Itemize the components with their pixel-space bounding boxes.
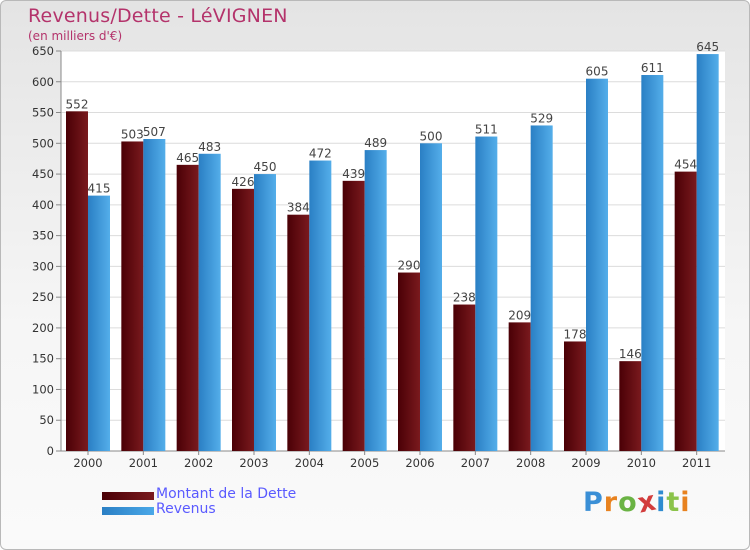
data-label-revenus: 645 xyxy=(696,40,719,54)
y-tick-label: 50 xyxy=(39,413,54,427)
bar-revenus xyxy=(364,150,387,452)
data-label-dette: 503 xyxy=(121,127,144,141)
y-tick-label: 650 xyxy=(32,44,54,58)
bar-revenus xyxy=(641,75,664,451)
x-tick-label: 2002 xyxy=(184,456,213,470)
bar-revenus xyxy=(309,160,332,452)
chart-title: Revenus/Dette - LéVIGNEN xyxy=(28,5,288,27)
y-tick-label: 300 xyxy=(32,259,54,273)
data-label-dette: 384 xyxy=(287,201,310,215)
bar-dette xyxy=(619,361,642,451)
logo-letter: r xyxy=(603,487,619,518)
logo-letter: t xyxy=(666,487,681,518)
bar-dette xyxy=(66,111,88,452)
data-label-revenus: 507 xyxy=(143,125,166,139)
data-label-dette: 146 xyxy=(619,347,642,361)
data-label-dette: 178 xyxy=(564,327,587,341)
y-tick-label: 200 xyxy=(32,321,54,335)
y-tick-label: 550 xyxy=(32,106,54,120)
bar-dette xyxy=(564,341,586,451)
y-tick-label: 150 xyxy=(32,352,54,366)
y-tick-label: 400 xyxy=(32,198,54,212)
bar-revenus xyxy=(143,139,166,451)
x-tick-label: 2011 xyxy=(682,456,711,470)
bar-revenus xyxy=(420,143,442,452)
bar-revenus xyxy=(475,136,498,452)
y-tick-label: 100 xyxy=(32,382,54,396)
bar-dette xyxy=(674,171,697,451)
bar-dette xyxy=(508,322,531,451)
data-label-dette: 426 xyxy=(232,175,255,189)
x-tick-label: 2005 xyxy=(350,456,379,470)
data-label-revenus: 611 xyxy=(641,61,664,75)
bar-revenus xyxy=(254,174,276,452)
y-tick-label: 500 xyxy=(32,136,54,150)
y-tick-label: 350 xyxy=(32,229,54,243)
bar-dette xyxy=(232,188,254,451)
bar-dette xyxy=(398,272,420,451)
data-label-dette: 465 xyxy=(176,151,199,165)
data-label-dette: 209 xyxy=(508,308,531,322)
data-label-revenus: 529 xyxy=(530,111,553,125)
x-tick-label: 2009 xyxy=(571,456,600,470)
x-tick-label: 2001 xyxy=(129,456,158,470)
x-tick-label: 2010 xyxy=(627,456,656,470)
bar-dette xyxy=(287,214,310,451)
legend-label-revenus: Revenus xyxy=(156,501,216,517)
data-label-dette: 238 xyxy=(453,291,476,305)
legend-swatch-dette xyxy=(102,492,154,500)
logo-letter: i xyxy=(656,487,667,518)
data-label-dette: 439 xyxy=(342,167,365,181)
proxiti-logo: Proxiti xyxy=(583,485,691,519)
data-label-revenus: 511 xyxy=(475,123,498,137)
bar-dette xyxy=(453,304,476,451)
data-label-revenus: 483 xyxy=(198,140,221,154)
bar-revenus xyxy=(696,54,719,451)
logo-letter: P xyxy=(583,487,604,518)
y-tick-label: 450 xyxy=(32,167,54,181)
data-label-dette: 552 xyxy=(66,97,89,111)
bar-revenus xyxy=(530,125,553,451)
x-tick-label: 2000 xyxy=(73,456,102,470)
x-tick-label: 2006 xyxy=(405,456,434,470)
bar-revenus xyxy=(88,195,110,451)
bar-dette xyxy=(176,164,199,451)
data-label-revenus: 415 xyxy=(88,182,111,196)
legend-swatch-revenus xyxy=(102,507,154,515)
bar-revenus xyxy=(198,153,221,451)
x-tick-label: 2003 xyxy=(239,456,268,470)
x-tick-label: 2007 xyxy=(461,456,490,470)
y-tick-label: 250 xyxy=(32,290,54,304)
y-tick-label: 0 xyxy=(47,444,54,458)
logo-letter: o xyxy=(618,487,638,518)
chart-subtitle: (en milliers d'€) xyxy=(28,29,123,43)
data-label-revenus: 472 xyxy=(309,147,332,161)
data-label-revenus: 489 xyxy=(364,136,387,150)
plot-background xyxy=(61,51,725,451)
x-tick-label: 2008 xyxy=(516,456,545,470)
data-label-revenus: 500 xyxy=(420,129,443,143)
x-tick-label: 2004 xyxy=(295,456,324,470)
bar-dette xyxy=(342,180,365,451)
y-tick-label: 600 xyxy=(32,75,54,89)
logo-letter: i xyxy=(680,487,691,518)
data-label-dette: 290 xyxy=(398,259,421,273)
bar-dette xyxy=(121,141,144,451)
bar-revenus xyxy=(586,78,608,451)
data-label-revenus: 605 xyxy=(586,65,609,79)
data-label-revenus: 450 xyxy=(254,160,277,174)
legend-label-dette: Montant de la Dette xyxy=(156,486,297,502)
data-label-dette: 454 xyxy=(674,158,697,172)
